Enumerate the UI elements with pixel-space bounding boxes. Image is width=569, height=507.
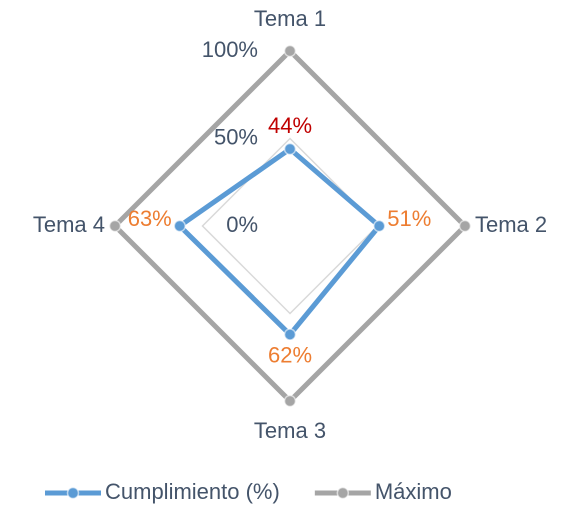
r-tick-label: 50% <box>214 124 258 149</box>
marker <box>373 219 386 233</box>
data-label: 63% <box>128 206 172 231</box>
category-label: Tema 4 <box>33 212 105 237</box>
series-line <box>175 145 383 339</box>
legend-label: Cumplimiento (%) <box>105 479 280 504</box>
category-label: Tema 2 <box>475 212 547 237</box>
legend-marker <box>66 486 80 500</box>
legend-label: Máximo <box>375 479 452 504</box>
data-label: 44% <box>268 113 312 138</box>
data-label: 51% <box>387 206 431 231</box>
category-label: Tema 3 <box>254 418 326 443</box>
marker <box>283 394 297 408</box>
legend-marker <box>336 486 350 500</box>
marker <box>283 328 297 341</box>
marker <box>173 219 186 233</box>
marker <box>458 219 472 233</box>
marker <box>108 219 122 233</box>
category-label: Tema 1 <box>254 6 326 31</box>
r-tick-label: 100% <box>202 37 258 62</box>
marker <box>283 142 297 156</box>
data-label: 62% <box>268 342 312 367</box>
marker <box>283 44 297 58</box>
r-tick-label: 0% <box>226 212 258 237</box>
